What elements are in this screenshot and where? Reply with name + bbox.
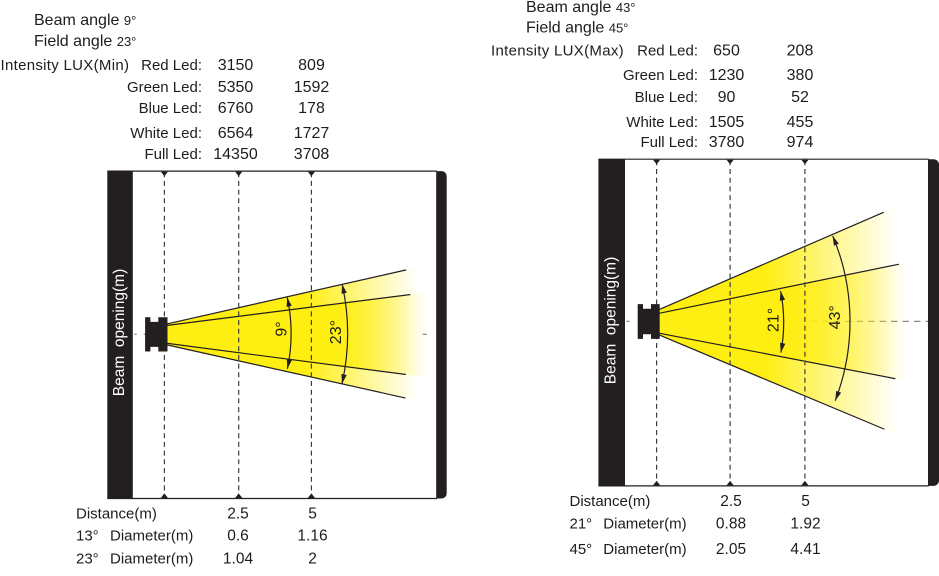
- svg-text:Red Led:: Red Led:: [141, 57, 202, 74]
- svg-text:Full Led:: Full Led:: [144, 146, 202, 163]
- svg-text:3780: 3780: [709, 134, 745, 151]
- svg-text:380: 380: [787, 67, 814, 84]
- svg-text:21°: 21°: [570, 516, 593, 533]
- svg-text:3150: 3150: [218, 57, 254, 74]
- svg-text:2: 2: [308, 551, 317, 568]
- svg-text:Beam angle 43°: Beam angle 43°: [526, 0, 636, 16]
- svg-text:Beam angle 9°: Beam angle 9°: [34, 12, 136, 29]
- svg-text:1727: 1727: [294, 125, 330, 142]
- svg-text:3708: 3708: [294, 146, 330, 163]
- svg-text:0.88: 0.88: [716, 516, 746, 533]
- svg-text:178: 178: [298, 100, 325, 117]
- svg-text:1505: 1505: [709, 114, 745, 131]
- svg-text:2.5: 2.5: [720, 493, 742, 510]
- svg-text:1.04: 1.04: [223, 551, 254, 568]
- svg-text:6564: 6564: [218, 125, 254, 142]
- svg-text:455: 455: [787, 114, 814, 131]
- svg-text:Blue Led:: Blue Led:: [139, 100, 202, 117]
- svg-text:5: 5: [308, 506, 317, 523]
- svg-text:1592: 1592: [294, 79, 330, 96]
- svg-text:5: 5: [801, 493, 810, 510]
- svg-text:5350: 5350: [218, 79, 254, 96]
- svg-text:Beam opening(m): Beam opening(m): [602, 257, 619, 385]
- svg-text:Red Led:: Red Led:: [637, 43, 698, 60]
- svg-text:4.41: 4.41: [790, 541, 820, 558]
- svg-text:1.92: 1.92: [790, 516, 820, 533]
- svg-text:Green Led:: Green Led:: [127, 79, 202, 96]
- svg-text:52: 52: [791, 89, 809, 106]
- svg-text:Full Led:: Full Led:: [640, 134, 698, 151]
- svg-text:21°: 21°: [765, 308, 782, 332]
- svg-text:Diameter(m): Diameter(m): [603, 516, 686, 533]
- svg-text:White Led:: White Led:: [130, 125, 202, 142]
- svg-text:0.6: 0.6: [227, 528, 249, 545]
- svg-text:45°: 45°: [570, 541, 593, 558]
- svg-text:14350: 14350: [213, 146, 258, 163]
- svg-text:2.5: 2.5: [227, 506, 249, 523]
- svg-text:Distance(m): Distance(m): [76, 506, 157, 523]
- svg-text:1.16: 1.16: [297, 528, 327, 545]
- svg-text:2.05: 2.05: [716, 541, 746, 558]
- svg-text:Green Led:: Green Led:: [623, 67, 698, 84]
- svg-text:Blue Led:: Blue Led:: [635, 89, 698, 106]
- svg-text:43°: 43°: [827, 305, 844, 329]
- svg-text:White Led:: White Led:: [626, 114, 698, 131]
- svg-text:90: 90: [718, 89, 736, 106]
- svg-text:208: 208: [787, 43, 814, 60]
- svg-text:23°: 23°: [328, 320, 345, 344]
- svg-text:Diameter(m): Diameter(m): [603, 541, 686, 558]
- svg-text:1230: 1230: [709, 67, 745, 84]
- svg-text:Field angle 23°: Field angle 23°: [34, 33, 136, 50]
- svg-text:Field angle 45°: Field angle 45°: [526, 20, 628, 37]
- svg-text:Intensity LUX(Max): Intensity LUX(Max): [491, 43, 624, 60]
- svg-text:650: 650: [713, 43, 740, 60]
- svg-text:13°: 13°: [76, 528, 99, 545]
- svg-text:6760: 6760: [218, 100, 254, 117]
- svg-text:Diameter(m): Diameter(m): [110, 551, 193, 568]
- svg-text:Diameter(m): Diameter(m): [110, 528, 193, 545]
- svg-text:974: 974: [787, 134, 814, 151]
- svg-text:Intensity LUX(Min): Intensity LUX(Min): [1, 57, 130, 74]
- svg-text:809: 809: [298, 57, 325, 74]
- svg-text:9°: 9°: [273, 321, 290, 336]
- svg-text:Distance(m): Distance(m): [570, 493, 651, 510]
- svg-text:23°: 23°: [76, 551, 99, 568]
- svg-text:Beam opening(m): Beam opening(m): [111, 269, 128, 397]
